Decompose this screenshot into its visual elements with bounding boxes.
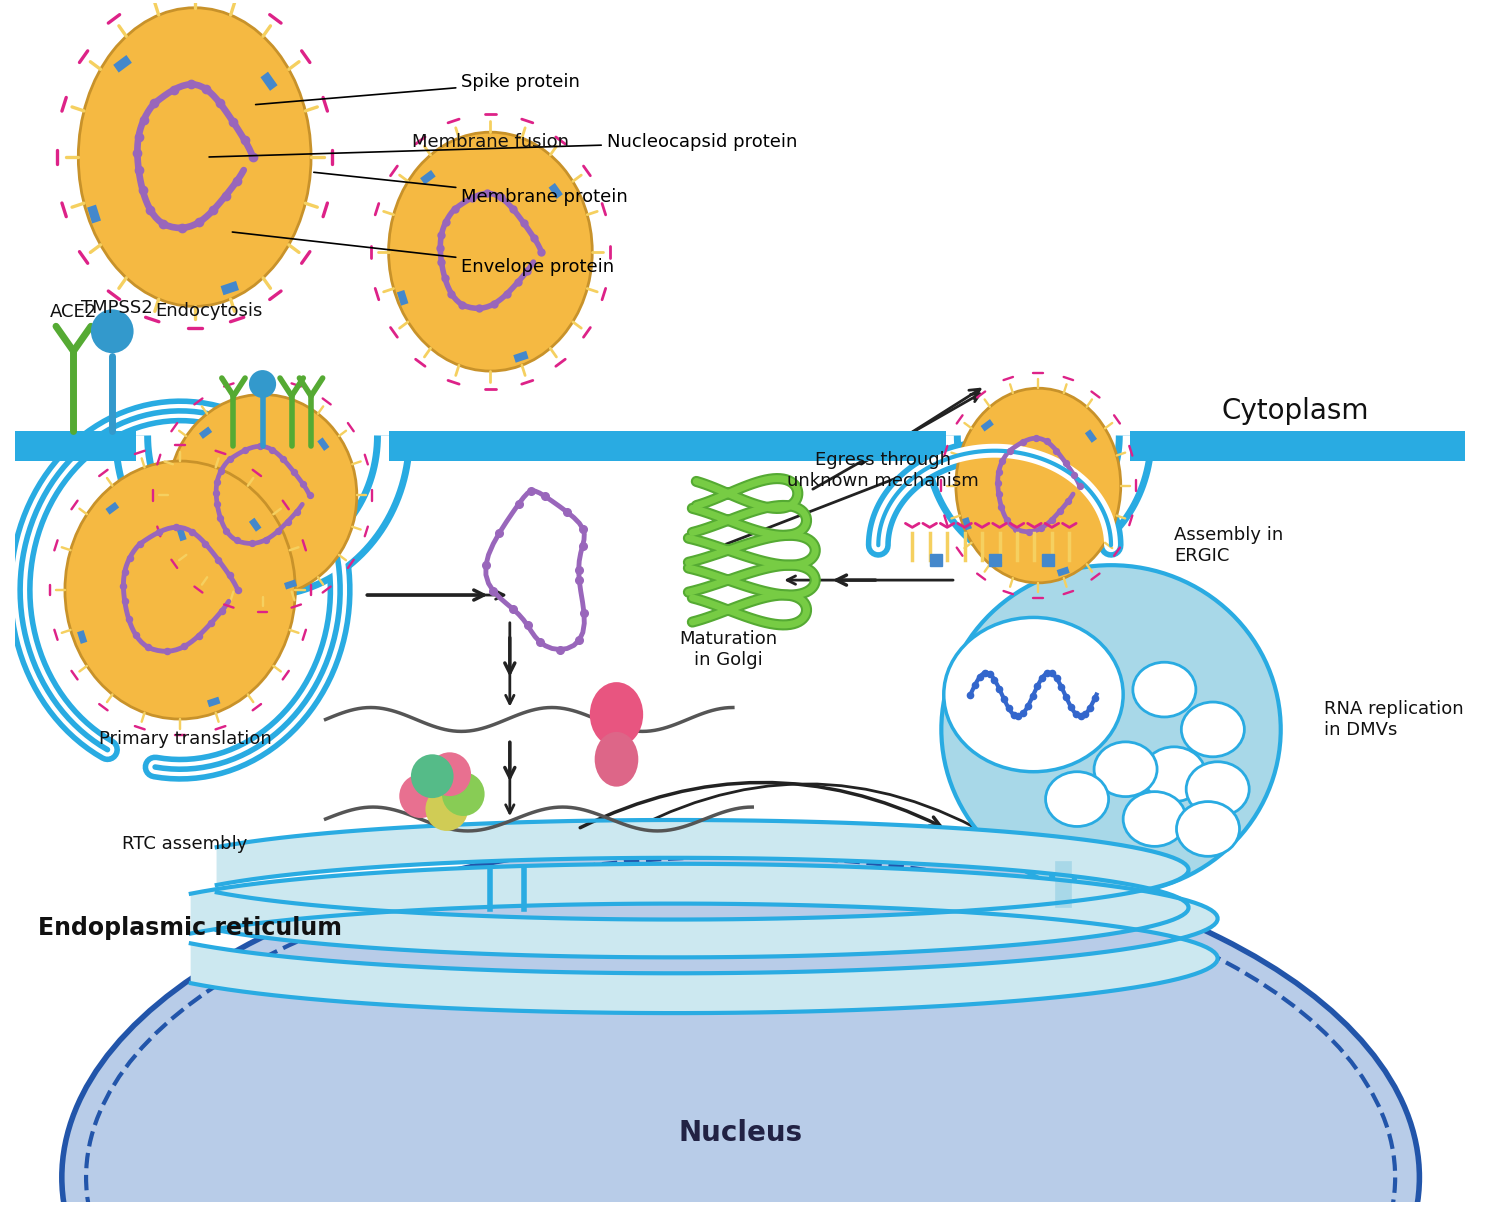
Bar: [176, 528, 187, 541]
Ellipse shape: [955, 388, 1121, 583]
Text: Endocytosis: Endocytosis: [155, 302, 263, 321]
Text: Assembly in
ERGIC: Assembly in ERGIC: [1174, 525, 1283, 565]
Ellipse shape: [169, 394, 357, 596]
Text: RTC assembly: RTC assembly: [123, 835, 248, 853]
Circle shape: [443, 772, 484, 816]
Bar: [199, 427, 212, 439]
Text: Primary translation: Primary translation: [99, 730, 272, 748]
Circle shape: [426, 787, 468, 831]
Circle shape: [411, 754, 453, 798]
Bar: [1057, 566, 1069, 576]
Ellipse shape: [942, 565, 1281, 894]
Ellipse shape: [1186, 762, 1250, 817]
Text: TMPSS2: TMPSS2: [81, 299, 152, 317]
Circle shape: [91, 310, 133, 353]
Ellipse shape: [64, 462, 296, 719]
Bar: [106, 501, 120, 515]
Text: Maturation
in Golgi: Maturation in Golgi: [679, 630, 777, 669]
Ellipse shape: [1133, 663, 1196, 717]
Text: Nucleus: Nucleus: [679, 1118, 803, 1146]
Bar: [389, 431, 946, 460]
Bar: [1138, 431, 1465, 460]
Bar: [15, 431, 130, 460]
Ellipse shape: [1181, 703, 1244, 757]
Text: Membrane fusion: Membrane fusion: [413, 133, 570, 151]
Bar: [396, 290, 408, 306]
Bar: [114, 55, 132, 72]
Ellipse shape: [78, 7, 311, 306]
Ellipse shape: [1142, 747, 1205, 801]
Ellipse shape: [591, 682, 643, 747]
Bar: [317, 437, 329, 451]
Text: Cytoplasm: Cytoplasm: [1221, 396, 1369, 425]
Bar: [981, 419, 994, 431]
Ellipse shape: [1123, 792, 1186, 846]
Ellipse shape: [61, 839, 1419, 1205]
Ellipse shape: [943, 617, 1123, 771]
Bar: [15, 431, 136, 460]
Text: Endoplasmic reticulum: Endoplasmic reticulum: [37, 917, 342, 940]
Bar: [206, 696, 220, 707]
Bar: [78, 630, 87, 643]
Text: Egress through
unknown mechanism: Egress through unknown mechanism: [788, 451, 979, 490]
Bar: [963, 517, 972, 530]
Bar: [513, 351, 529, 363]
Text: ACE2: ACE2: [49, 304, 97, 322]
Ellipse shape: [1177, 801, 1239, 857]
Bar: [420, 170, 435, 184]
Circle shape: [250, 370, 277, 398]
Bar: [221, 281, 239, 295]
Text: RNA replication
in DMVs: RNA replication in DMVs: [1325, 700, 1464, 739]
Bar: [87, 205, 102, 223]
Bar: [1085, 429, 1097, 443]
Bar: [284, 580, 298, 589]
Bar: [260, 71, 278, 90]
Ellipse shape: [595, 731, 638, 787]
Bar: [549, 183, 562, 199]
Ellipse shape: [27, 418, 333, 762]
Bar: [395, 431, 939, 460]
Ellipse shape: [1045, 771, 1109, 827]
Text: Spike protein: Spike protein: [256, 74, 580, 105]
Bar: [1130, 431, 1465, 460]
Text: Membrane protein: Membrane protein: [314, 172, 628, 206]
Bar: [248, 518, 262, 531]
Text: Envelope protein: Envelope protein: [232, 233, 614, 276]
Ellipse shape: [1094, 742, 1157, 797]
Text: Nucleocapsid protein: Nucleocapsid protein: [209, 133, 797, 157]
Ellipse shape: [389, 133, 592, 371]
Circle shape: [399, 774, 443, 818]
Circle shape: [429, 752, 471, 797]
